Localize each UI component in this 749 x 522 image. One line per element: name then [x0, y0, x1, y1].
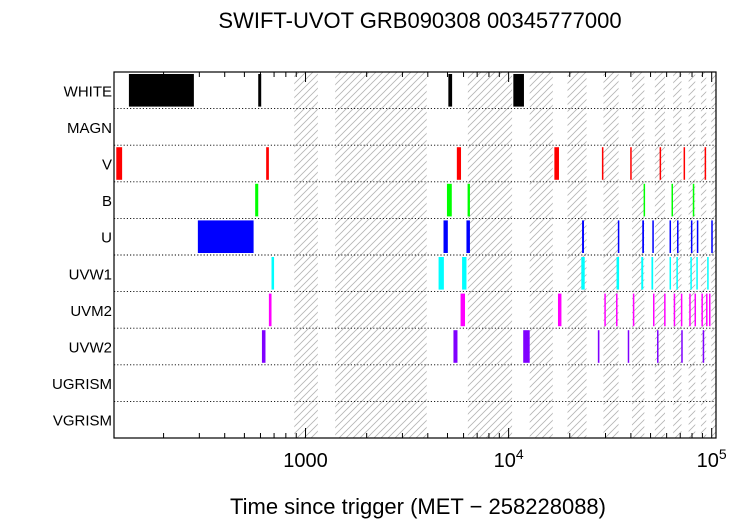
hatched-interval: [631, 72, 645, 438]
exposure-bar: [632, 293, 635, 327]
exposure-bar: [702, 330, 705, 363]
exposure-bar: [652, 293, 655, 327]
exposure-bar: [683, 147, 686, 180]
exposure-bar: [597, 330, 600, 363]
exposure-bar: [604, 293, 606, 327]
exposure-bar: [657, 330, 659, 363]
exposure-bar: [581, 257, 585, 290]
exposure-bar: [523, 330, 530, 363]
x-axis-label: Time since trigger (MET − 258228088): [230, 494, 606, 519]
exposure-bar: [690, 257, 692, 290]
exposure-bar: [456, 147, 462, 180]
exposure-bar: [701, 293, 703, 327]
hatched-interval: [688, 72, 696, 438]
exposure-bar: [711, 220, 713, 253]
hatched-interval: [567, 72, 587, 438]
exposure-bar: [446, 183, 452, 217]
hatched-interval: [711, 72, 716, 438]
row-label: UGRISM: [52, 376, 112, 393]
exposure-bar: [197, 220, 254, 253]
exposure-bar: [652, 220, 654, 253]
x-tick-label: 104: [494, 446, 524, 472]
exposure-bar: [676, 257, 678, 290]
exposure-bar: [694, 293, 697, 327]
exposure-bar: [673, 293, 676, 327]
row-separators: [114, 108, 716, 402]
exposure-bar: [669, 257, 672, 290]
chart-title: SWIFT-UVOT GRB090308 00345777000: [218, 8, 621, 33]
row-label: WHITE: [64, 83, 112, 100]
exposure-bar: [696, 257, 698, 290]
exposure-bar: [669, 220, 672, 253]
hatched-interval: [654, 72, 666, 438]
exposure-bar: [453, 330, 458, 363]
row-label: UVW2: [69, 340, 112, 357]
row-label: VGRISM: [53, 413, 112, 430]
exposure-bar: [659, 147, 662, 180]
row-label: V: [102, 157, 112, 174]
exposure-bar: [709, 293, 711, 327]
exposure-bar: [690, 220, 693, 253]
exposure-bar: [642, 220, 644, 253]
exposure-bar: [261, 330, 266, 363]
exposure-bar: [680, 293, 683, 327]
exposure-bar: [689, 293, 691, 327]
exposure-bar: [707, 257, 709, 290]
exposure-bar: [466, 220, 470, 253]
exposure-bar: [438, 257, 444, 290]
exposure-bar: [448, 74, 453, 107]
exposure-bar: [671, 183, 674, 217]
exposure-bar: [258, 74, 262, 107]
exposure-bar: [681, 330, 683, 363]
exposure-bar: [664, 293, 666, 327]
exposure-bar: [677, 220, 679, 253]
exposure-bar: [462, 257, 467, 290]
row-label: UVW1: [69, 266, 112, 283]
row-label: UVM2: [70, 303, 112, 320]
exposure-bar: [630, 147, 632, 180]
exposure-bars: [116, 74, 713, 363]
exposure-bar: [651, 257, 654, 290]
row-label: MAGN: [67, 120, 112, 137]
exposure-bar: [116, 147, 123, 180]
exposure-bar: [266, 147, 269, 180]
exposure-bar: [554, 147, 559, 180]
exposure-bar: [513, 74, 524, 107]
exposure-bar: [268, 293, 272, 327]
exposure-bar: [692, 183, 695, 217]
row-label: B: [102, 193, 112, 210]
x-tick-label: 105: [697, 446, 727, 472]
exposure-bar: [696, 220, 699, 253]
exposure-bar: [128, 74, 194, 107]
hatched-interval: [529, 72, 553, 438]
x-tick-label: 1000: [283, 450, 328, 472]
exposure-bar: [460, 293, 466, 327]
exposure-bar: [601, 147, 604, 180]
exposure-bar: [643, 183, 646, 217]
row-label: U: [101, 230, 112, 247]
exposure-bar: [443, 220, 448, 253]
hatched-interval: [335, 72, 427, 438]
exposure-bar: [557, 293, 562, 327]
exposure-bar: [582, 220, 584, 253]
exposure-bar: [704, 147, 707, 180]
exposure-bar: [617, 220, 620, 253]
exposure-bar: [271, 257, 275, 290]
exposure-bar: [706, 293, 708, 327]
x-axis: 1000 104 105: [163, 72, 727, 472]
exposure-bar: [641, 257, 644, 290]
exposure-bar: [627, 330, 630, 363]
exposure-bar: [255, 183, 259, 217]
plot-frame: [113, 71, 717, 439]
filter-labels: WHITE MAGN V B U UVW1 UVM2 UVW2 UGRISM VGRISM: [52, 83, 112, 429]
exposure-bar: [616, 257, 620, 290]
exposure-bar: [467, 183, 470, 217]
exposure-bar: [616, 293, 618, 327]
